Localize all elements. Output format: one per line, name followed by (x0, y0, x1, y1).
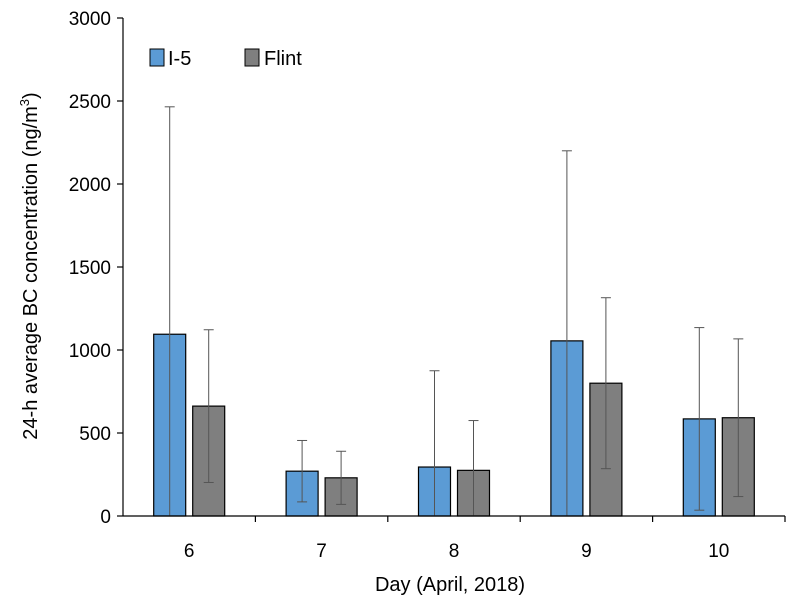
x-tick-label-7: 7 (316, 541, 327, 562)
error-bars-layer (164, 106, 744, 517)
axes-layer (117, 17, 786, 522)
y-tick-label-0: 0 (100, 507, 111, 528)
legend-label-i5: I-5 (168, 48, 191, 70)
legend-swatch-i5 (149, 48, 165, 67)
legend-label-flint: Flint (264, 48, 302, 70)
x-tick-label-6: 6 (184, 541, 195, 562)
legend: I-5 Flint (149, 48, 302, 70)
y-axis-title: 24-h average BC concentration (ng/m3) (17, 92, 42, 439)
y-tick-label-2000: 2000 (69, 175, 111, 196)
x-tick-label-8: 8 (449, 541, 460, 562)
x-tick-labels: 6 7 8 9 10 (184, 541, 729, 562)
bars-layer (153, 333, 755, 517)
y-axis-title-main: 24-h average BC concentration (ng/m (20, 106, 42, 440)
y-tick-label-2500: 2500 (69, 92, 111, 113)
y-tick-label-1500: 1500 (69, 258, 111, 279)
y-tick-label-3000: 3000 (69, 9, 111, 30)
legend-swatch-flint (244, 48, 260, 67)
x-tick-label-10: 10 (708, 541, 729, 562)
y-tick-labels: 0 500 1000 1500 2000 2500 3000 (69, 9, 111, 528)
y-tick-label-1000: 1000 (69, 341, 111, 362)
y-axis-title-superscript: 3 (17, 99, 32, 106)
x-tick-label-9: 9 (581, 541, 592, 562)
y-tick-label-500: 500 (79, 424, 111, 445)
x-axis-title: Day (April, 2018) (375, 574, 525, 596)
y-axis-title-tail: ) (20, 92, 42, 99)
